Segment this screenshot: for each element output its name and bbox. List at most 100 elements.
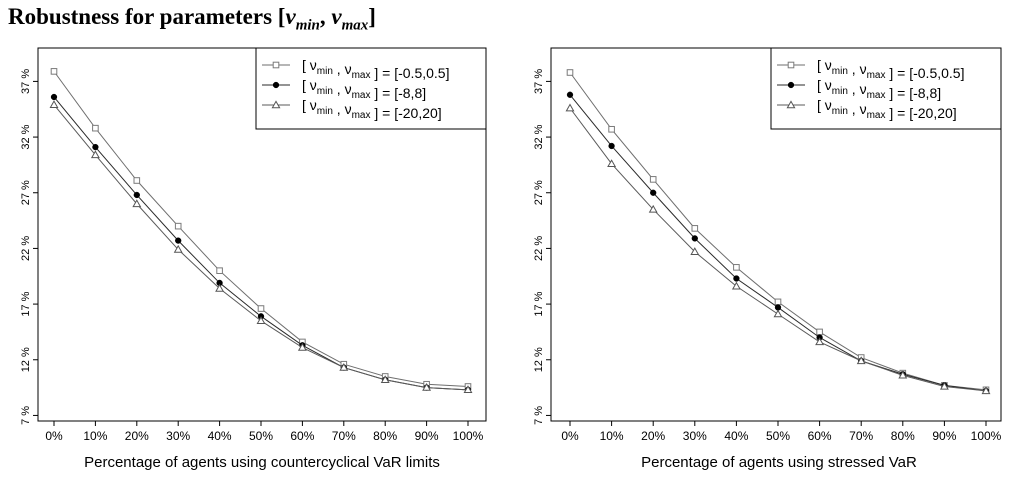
data-point-square (92, 124, 99, 132)
data-point-dot (175, 237, 182, 244)
data-point-square (816, 328, 823, 336)
data-point-triangle (731, 281, 741, 290)
legend-text-part: [ (817, 97, 825, 113)
y-tick-label: 12 % (533, 347, 545, 372)
x-tick-label: 80% (373, 429, 397, 443)
series-line-triangle (569, 107, 987, 392)
data-point-dot (774, 304, 782, 311)
legend-text-part: ν (825, 57, 832, 73)
legend-entry: [ νmin , νmax ] = [-0.5,0.5] (302, 57, 449, 81)
legend-entry: [ νmin , νmax ] = [-8,8] (817, 77, 941, 101)
data-point-square (216, 267, 223, 274)
legend-subscript: max (867, 110, 886, 121)
data-point-dot (691, 235, 698, 242)
data-point-square (257, 305, 265, 312)
legend-text-part: ν (345, 81, 352, 97)
y-tick-label: 32 % (20, 124, 32, 149)
data-point-triangle (297, 342, 307, 351)
y-tick-label: 7 % (533, 406, 545, 425)
legend-text-part: [ (817, 57, 825, 73)
legend-text-part: ] = [-0.5,0.5] (885, 65, 964, 81)
legend-text-part: , (333, 61, 345, 77)
x-tick-label: 90% (415, 429, 439, 443)
x-tick-label: 70% (332, 429, 356, 443)
data-point-triangle (256, 316, 266, 324)
data-point-triangle (215, 283, 225, 292)
legend-text-part: [ (302, 77, 310, 93)
legend-text-part: ν (310, 57, 317, 73)
series-triangle (565, 103, 991, 395)
data-point-dot (608, 142, 615, 150)
y-tick-label: 32 % (533, 124, 545, 149)
data-point-square (566, 69, 574, 76)
x-tick-label: 40% (208, 429, 232, 443)
legend-text-part: , (333, 81, 345, 97)
legend-text-part: ν (860, 61, 867, 77)
y-tick-label: 17 % (20, 291, 32, 316)
x-tick-label: 20% (641, 429, 665, 443)
legend-entry: [ νmin , νmax ] = [-20,20] (302, 97, 442, 121)
y-tick-label: 7 % (20, 406, 32, 425)
x-tick-label: 10% (600, 429, 624, 443)
x-tick-label: 30% (683, 429, 707, 443)
legend-entry: [ νmin , νmax ] = [-8,8] (302, 77, 426, 101)
legend-text-part: , (848, 101, 860, 117)
series-line-dot (569, 94, 987, 392)
legend-text-part: , (848, 81, 860, 97)
legend-text-part: ] = [-20,20] (885, 105, 956, 121)
data-point-triangle (856, 356, 866, 365)
legend-text-part: [ (302, 57, 310, 73)
legend-box (255, 47, 487, 130)
y-tick-label: 12 % (20, 347, 32, 372)
data-point-triangle (981, 386, 991, 395)
title-sub-min: min (295, 17, 320, 34)
legend: [ νmin , νmax ] = [-0.5,0.5][ νmin , νma… (770, 47, 1002, 130)
legend-text-part: ν (825, 97, 832, 113)
data-point-triangle (49, 100, 59, 108)
x-tick-label: 30% (166, 429, 190, 443)
legend-text-part: , (333, 101, 345, 117)
data-point-square (649, 176, 657, 183)
x-tick-label: 50% (249, 429, 273, 443)
data-point-triangle (132, 199, 142, 208)
data-point-dot (92, 143, 99, 151)
data-point-square (733, 264, 740, 271)
data-point-triangle (648, 204, 658, 213)
x-tick-label: 10% (83, 429, 107, 443)
data-point-square (50, 68, 58, 75)
legend-subscript: max (867, 90, 886, 101)
data-point-dot (566, 91, 574, 98)
x-tick-label: 80% (891, 429, 915, 443)
legend-subscript: min (832, 66, 848, 77)
y-tick-label: 22 % (20, 236, 32, 261)
legend-subscript: max (867, 70, 886, 81)
legend-subscript: min (832, 106, 848, 117)
legend-text-part: ν (860, 81, 867, 97)
y-tick-label: 37 % (533, 69, 545, 94)
legend-subscript: min (317, 106, 333, 117)
x-axis-label: Percentage of agents using stressed VaR (641, 454, 917, 471)
legend-text-part: ν (310, 77, 317, 93)
title-v-min: v (285, 4, 296, 29)
page-title: Robustness for parameters [vmin, vmax] (8, 4, 376, 35)
series-triangle (49, 100, 473, 394)
legend-box (770, 47, 1002, 130)
data-point-triangle (90, 150, 100, 159)
data-point-triangle (939, 381, 949, 390)
series-dot (566, 91, 990, 395)
legend-marker-square (272, 61, 280, 69)
y-tick-label: 37 % (20, 69, 32, 94)
data-point-triangle (607, 159, 617, 167)
data-point-square (691, 225, 699, 232)
x-axis-label: Percentage of agents using countercyclic… (84, 454, 440, 471)
y-tick-label: 17 % (533, 291, 545, 316)
data-point-triangle (815, 337, 825, 346)
x-tick-label: 100% (971, 429, 1002, 443)
title-sep: , (319, 4, 332, 29)
legend-marker-triangle (271, 100, 281, 109)
legend-subscript: max (352, 90, 371, 101)
data-point-triangle (173, 244, 183, 253)
title-prefix: Robustness for parameters [ (8, 4, 286, 29)
